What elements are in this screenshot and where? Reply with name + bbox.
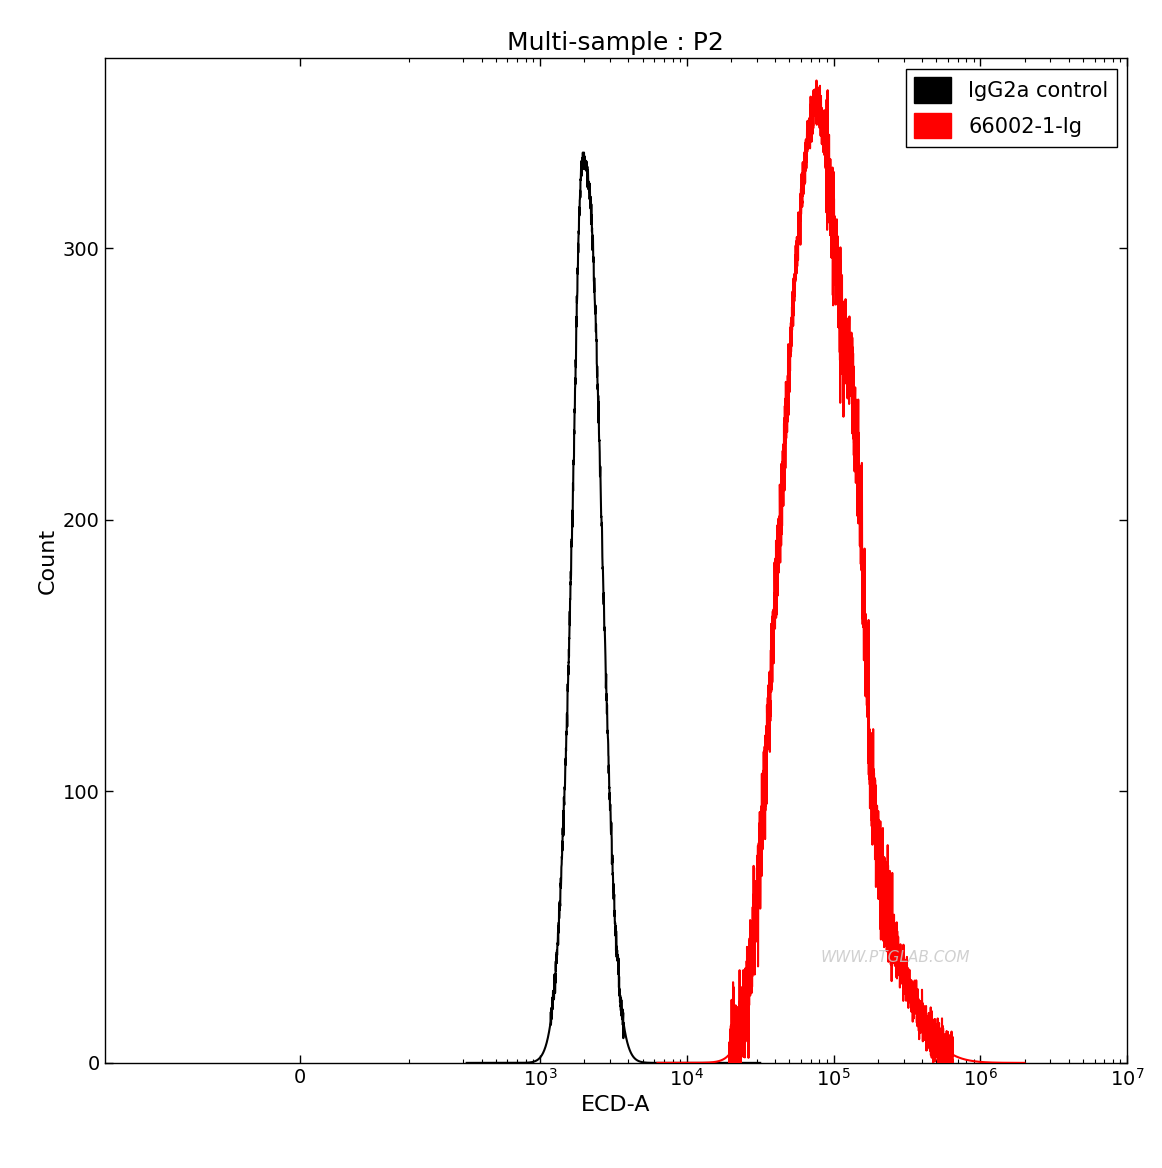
Text: WWW.PTGLAB.COM: WWW.PTGLAB.COM	[820, 951, 970, 966]
Title: Multi-sample : P2: Multi-sample : P2	[508, 32, 724, 55]
X-axis label: ECD-A: ECD-A	[581, 1096, 651, 1115]
Y-axis label: Count: Count	[37, 528, 57, 593]
Legend: IgG2a control, 66002-1-Ig: IgG2a control, 66002-1-Ig	[905, 69, 1117, 147]
